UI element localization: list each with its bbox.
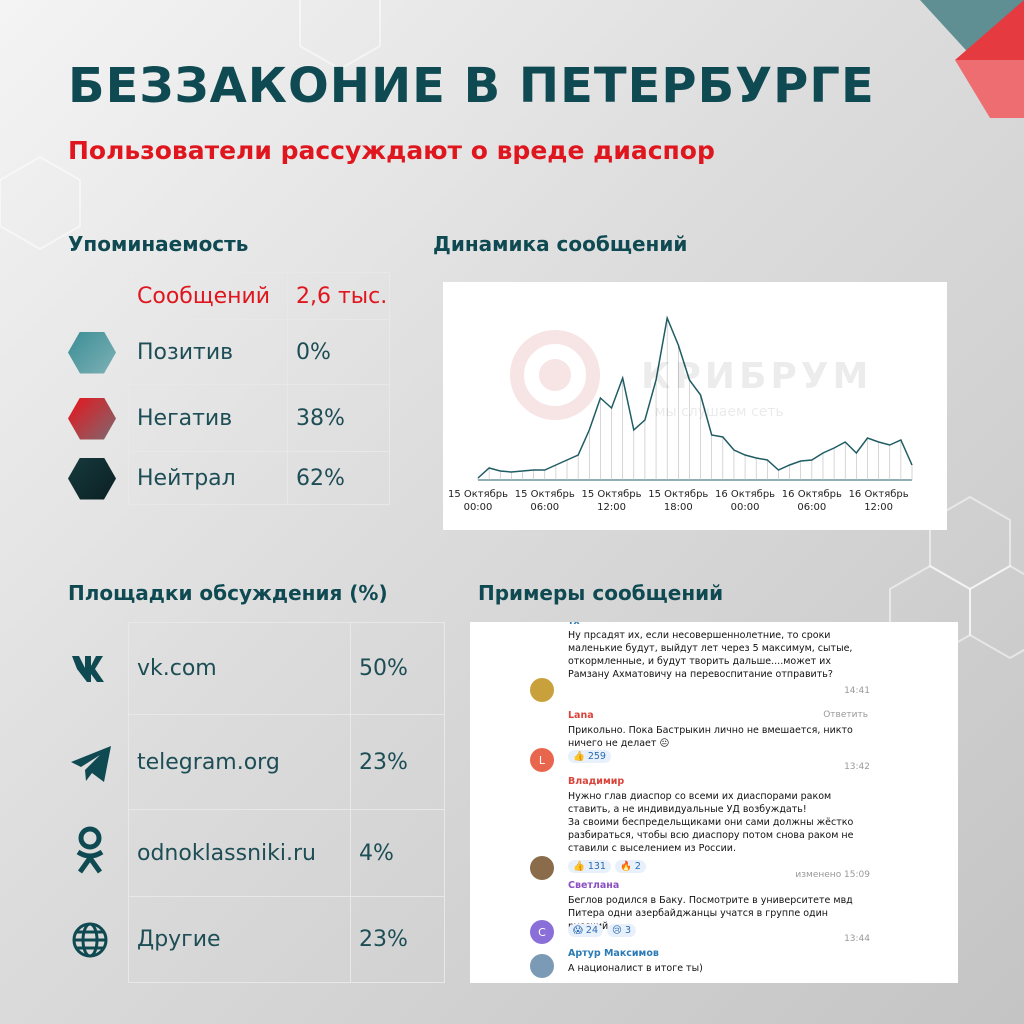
title: БЕЗЗАКОНИЕ В ПЕТЕРБУРГЕ	[68, 58, 875, 114]
message: Светлана Беглов родился в Баку. Посмотрит…	[470, 880, 958, 950]
platform-name: telegram.org	[128, 715, 350, 809]
reactions: 😱 24 😢 3	[568, 924, 636, 937]
vk-icon	[72, 656, 104, 682]
platform-share: 50%	[350, 623, 445, 714]
message-text: Нужно глав диаспор со всеми их диаспорам…	[568, 791, 854, 854]
message-time: изменено 15:09	[795, 870, 870, 880]
row-label: Нейтрал	[128, 452, 287, 504]
reply-link: Ответить	[823, 710, 868, 720]
platform-share: 23%	[350, 897, 445, 982]
table-row: Нейтрал 62%	[128, 452, 390, 505]
avatar: L	[530, 748, 554, 772]
table-row: vk.com 50%	[128, 622, 445, 715]
row-label: Сообщений	[128, 273, 287, 319]
message-author: Артур Максимов	[568, 948, 659, 959]
table-row: Позитив 0%	[128, 320, 390, 385]
sentiment-icon	[68, 397, 116, 440]
avatar	[530, 678, 554, 702]
x-tick-label: 15 Октябрь 18:00	[648, 489, 709, 513]
reactions: 👍 259	[568, 750, 611, 763]
message-time: 13:44	[844, 934, 870, 944]
platform-icons	[71, 656, 111, 958]
x-tick-label: 15 Октябрь 06:00	[514, 489, 575, 513]
reactions: 👍 131 🔥 2	[568, 860, 646, 873]
reaction: 🔥 2	[614, 860, 646, 873]
platform-share: 23%	[350, 715, 445, 809]
reaction: 😱 24	[568, 924, 604, 937]
section-title: Площадки обсуждения (%)	[68, 581, 388, 605]
section-title: Упоминаемость	[68, 232, 249, 256]
x-tick-label: 15 Октябрь 12:00	[581, 489, 642, 513]
message: Владимир Нужно глав диаспор со всеми их д…	[470, 776, 958, 880]
corner-red	[955, 0, 1024, 60]
message-text: Ну прсадят их, если несовершеннолетние, …	[568, 630, 853, 680]
message: тх Ну прсадят их, если несовершеннолетние…	[470, 622, 958, 702]
row-value: 2,6 тыс.	[287, 273, 390, 319]
table-row: odnoklassniki.ru 4%	[128, 810, 445, 897]
chart	[477, 315, 913, 481]
message-author: тх	[568, 622, 580, 627]
reaction: 😢 3	[607, 924, 636, 937]
platform-name: odnoklassniki.ru	[128, 810, 350, 896]
avatar	[530, 954, 554, 978]
sentiment-icon	[68, 331, 116, 374]
row-label: Негатив	[128, 385, 287, 451]
message-author: Владимир	[568, 776, 625, 787]
sentiment-icon	[68, 457, 116, 500]
corner-pink	[955, 60, 1024, 118]
avatar: С	[530, 920, 554, 944]
subtitle: Пользователи рассуждают о вреде диаспор	[68, 136, 715, 165]
message-text: А националист в итоге ты)	[568, 963, 703, 974]
message-time: 13:42	[844, 762, 870, 772]
table-row: Негатив 38%	[128, 385, 390, 452]
reaction: 👍 131	[568, 860, 611, 873]
x-tick-label: 15 Октябрь 00:00	[447, 489, 509, 513]
telegram-icon	[71, 746, 111, 782]
row-label: Позитив	[128, 320, 287, 384]
watermark-name: КРИБРУМ	[641, 356, 873, 397]
table-row: telegram.org 23%	[128, 715, 445, 810]
x-tick-label: 16 Октябрь 00:00	[715, 489, 776, 513]
message: Lana Ответить Прикольно. Пока Бастрыкин ли…	[470, 710, 958, 780]
message: Артур Максимов А националист в итоге ты)	[470, 948, 958, 983]
ok-icon	[76, 826, 104, 874]
x-tick-label: 16 Октябрь 06:00	[781, 489, 842, 513]
series-line	[477, 315, 913, 479]
table-row: Сообщений 2,6 тыс.	[128, 272, 390, 320]
messages-panel: тх Ну прсадят их, если несовершеннолетние…	[470, 622, 958, 983]
chart-panel: КРИБРУМ мы слушаем сеть 15 Октябрь 00:00…	[443, 282, 947, 530]
platform-name: Другие	[128, 897, 350, 982]
platform-name: vk.com	[128, 623, 350, 714]
table-row: Другие 23%	[128, 897, 445, 983]
message-time: 14:41	[844, 686, 870, 696]
globe-icon	[72, 922, 108, 958]
message-author: Lana	[568, 710, 594, 721]
x-tick-label: 16 Октябрь 12:00	[848, 489, 909, 513]
avatar	[530, 856, 554, 880]
watermark-logo	[510, 330, 600, 420]
row-value: 0%	[287, 320, 390, 384]
platform-share: 4%	[350, 810, 445, 896]
watermark-slogan: мы слушаем сеть	[655, 404, 784, 420]
message-text: Прикольно. Пока Бастрыкин лично не вмеша…	[568, 725, 853, 749]
row-value: 62%	[287, 452, 390, 504]
section-title: Динамика сообщений	[433, 232, 688, 256]
reaction: 👍 259	[568, 750, 611, 763]
message-author: Светлана	[568, 880, 620, 891]
row-value: 38%	[287, 385, 390, 451]
section-title: Примеры сообщений	[478, 581, 724, 605]
